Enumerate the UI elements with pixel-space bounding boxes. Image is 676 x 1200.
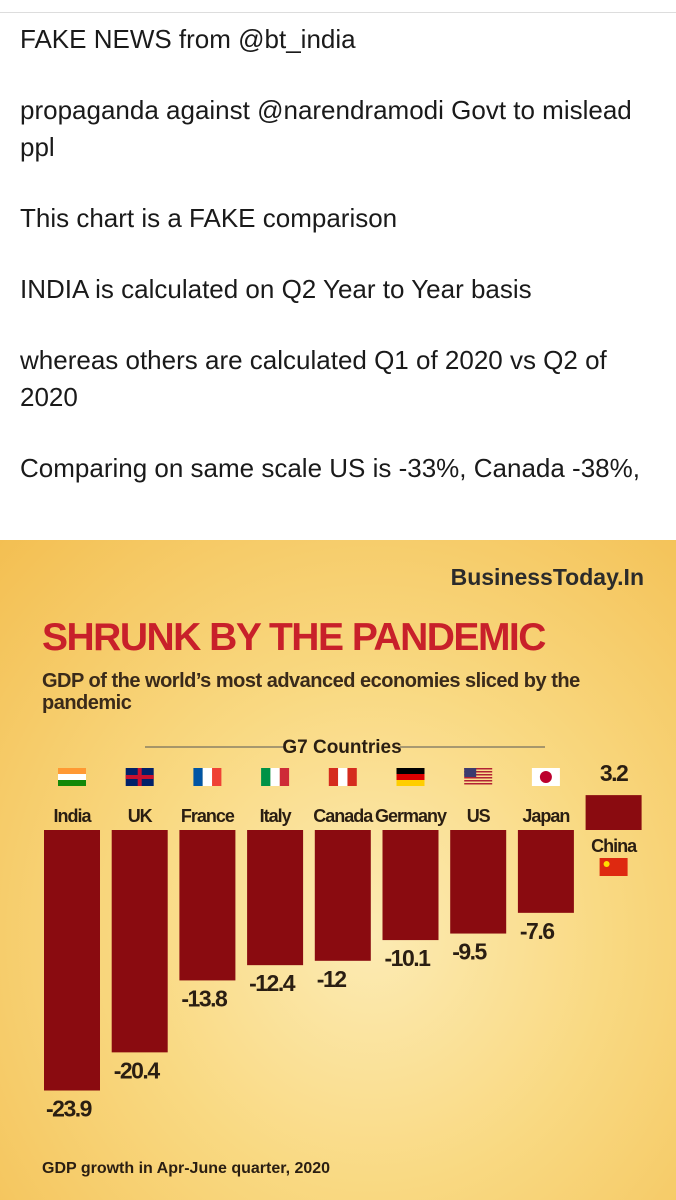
flag: [396, 774, 425, 780]
tweet-paragraph: whereas others are calculated Q1 of 2020…: [20, 345, 607, 412]
category-label: Germany: [375, 806, 447, 826]
flag: [603, 861, 610, 867]
category-label: US: [467, 806, 491, 826]
tweet: FAKE NEWS from @bt_india propaganda again…: [0, 12, 676, 540]
flag: [464, 780, 493, 782]
chart-subtitle: GDP of the world’s most advanced economi…: [42, 670, 580, 714]
tweet-paragraph: FAKE NEWS from @bt_india: [20, 24, 356, 54]
tweet-paragraph: propaganda against @narendramodi Govt to…: [20, 95, 632, 162]
flag: [328, 768, 339, 786]
category-label: Canada: [313, 806, 374, 826]
bar: [247, 830, 304, 966]
value-label: -13.8: [181, 985, 228, 1011]
flag: [279, 768, 290, 786]
chart-image: BusinessToday.In SHRUNK BY THE PANDEMIC …: [0, 540, 676, 1200]
flag: [338, 768, 348, 786]
flag: [464, 783, 493, 785]
flag: [261, 768, 271, 786]
category-label: UK: [128, 806, 153, 826]
flag: [58, 774, 86, 780]
value-label: -9.5: [452, 939, 487, 965]
tweet-paragraph: Comparing on same scale US is -33%, Cana…: [20, 453, 640, 483]
flag: [58, 768, 86, 774]
bar: [382, 830, 439, 941]
flag: [58, 780, 86, 786]
tweet-paragraph: This chart is a FAKE comparison: [20, 203, 398, 233]
flag: [270, 768, 280, 786]
flag: [193, 768, 203, 786]
value-label: 3.2: [600, 760, 628, 786]
value-label: -12.4: [249, 970, 296, 996]
chart: G7 Countries GDP growth in Apr-June quar…: [42, 737, 642, 1177]
flag: [347, 768, 357, 786]
flag: [464, 774, 493, 776]
flag: [396, 768, 425, 774]
flag: [599, 858, 628, 876]
bar: [585, 795, 642, 830]
flag: [137, 768, 142, 786]
footnote: GDP growth in Apr-June quarter, 2020: [42, 1160, 330, 1177]
value-label: -23.9: [46, 1096, 92, 1122]
chart-title: SHRUNK BY THE PANDEMIC: [42, 616, 546, 659]
bar: [179, 830, 236, 981]
flag: [464, 768, 477, 777]
flag: [464, 777, 493, 779]
bar: [450, 830, 507, 934]
flag: [202, 768, 213, 786]
group-label: G7 Countries: [282, 737, 401, 758]
category-label: India: [53, 806, 92, 826]
bar: [314, 830, 371, 961]
flag: [464, 768, 493, 770]
flag: [464, 771, 493, 773]
source: BusinessToday.In: [450, 564, 644, 590]
bar: [517, 830, 574, 913]
bar: [44, 830, 100, 1091]
category-label: Japan: [522, 806, 569, 826]
category-label: China: [591, 836, 638, 856]
category-label: France: [181, 806, 235, 826]
value-label: -7.6: [520, 918, 554, 944]
flag: [396, 780, 425, 786]
category-label: Italy: [260, 806, 292, 826]
value-label: -20.4: [114, 1057, 161, 1083]
flag: [539, 771, 552, 783]
value-label: -10.1: [385, 945, 432, 971]
tweet-paragraph: INDIA is calculated on Q2 Year to Year b…: [20, 274, 532, 304]
value-label: -12: [317, 966, 346, 992]
flag: [212, 768, 222, 786]
bar: [111, 830, 168, 1053]
